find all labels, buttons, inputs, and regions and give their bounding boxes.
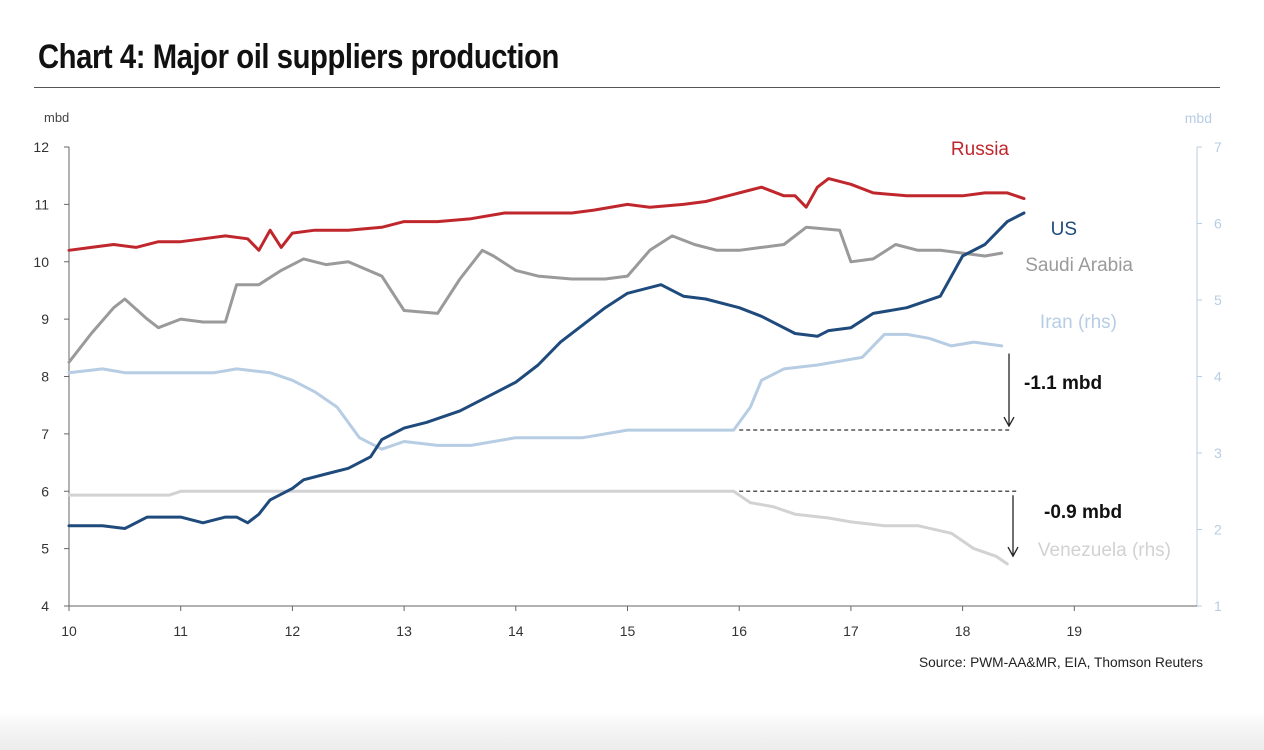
series-label-venezuela-rhs: Venezuela (rhs)	[1038, 540, 1171, 561]
series-label-russia: Russia	[951, 139, 1010, 160]
left-tick-label: 12	[33, 139, 49, 155]
right-tick-label: 1	[1214, 598, 1222, 614]
annotation-guides	[739, 353, 1019, 558]
right-axis-unit: mbd	[1185, 110, 1212, 126]
series-label-us: US	[1051, 219, 1077, 240]
series-line-venezuela-rhs	[67, 489, 1009, 566]
series-line-saudi-arabia	[67, 225, 1004, 364]
left-tick-label: 9	[41, 311, 49, 327]
x-tick-label: 12	[285, 623, 301, 639]
left-tick-label: 7	[41, 426, 49, 442]
series-lines	[67, 177, 1026, 566]
x-tick-label: 18	[955, 623, 971, 639]
source-note: Source: PWM-AA&MR, EIA, Thomson Reuters	[919, 654, 1203, 670]
title-divider	[34, 87, 1220, 88]
series-line-russia	[67, 177, 1026, 252]
x-tick-label: 14	[508, 623, 524, 639]
left-axis-unit: mbd	[44, 110, 69, 125]
right-tick-label: 3	[1214, 445, 1222, 461]
chart-title: Chart 4: Major oil suppliers production	[38, 38, 559, 76]
right-tick-label: 5	[1214, 292, 1222, 308]
x-tick-label: 10	[61, 623, 77, 639]
right-tick-label: 7	[1214, 139, 1222, 155]
series-line-iran-rhs	[67, 332, 1004, 451]
series-label-saudi-arabia: Saudi Arabia	[1025, 255, 1133, 276]
annotation-label: -1.1 mbd	[1024, 373, 1102, 394]
left-tick-label: 11	[34, 196, 49, 212]
left-tick-label: 4	[41, 598, 49, 614]
x-tick-label: 17	[843, 623, 859, 639]
annotation-arrow-head	[1003, 416, 1015, 428]
right-y-axis: 1 2 3 4 5 6 7	[1196, 139, 1222, 614]
right-tick-label: 2	[1214, 522, 1222, 538]
series-labels: Russia US Saudi Arabia Iran (rhs) Venezuela …	[951, 139, 1171, 561]
x-tick-label: 11	[173, 623, 188, 639]
series-line-us	[67, 211, 1026, 530]
left-y-axis: 4 5 6 7 8 9 10 11 12	[33, 139, 70, 614]
annotation-labels: -1.1 mbd -0.9 mbd	[1024, 373, 1122, 523]
series-label-iran-rhs: Iran (rhs)	[1040, 312, 1117, 333]
x-tick-label: 19	[1067, 623, 1083, 639]
annotation-label: -0.9 mbd	[1044, 502, 1122, 523]
left-tick-label: 8	[41, 369, 49, 385]
left-tick-label: 6	[41, 483, 49, 499]
left-tick-label: 10	[33, 254, 49, 270]
x-tick-label: 16	[731, 623, 747, 639]
left-tick-label: 5	[41, 541, 49, 557]
right-tick-label: 6	[1214, 216, 1222, 232]
x-tick-label: 15	[620, 623, 636, 639]
right-tick-label: 4	[1214, 369, 1222, 385]
x-tick-label: 13	[396, 623, 412, 639]
x-axis: 10 11 12 13 14 15 16 17 18 19	[61, 605, 1197, 639]
annotation-arrow-head	[1007, 546, 1019, 558]
